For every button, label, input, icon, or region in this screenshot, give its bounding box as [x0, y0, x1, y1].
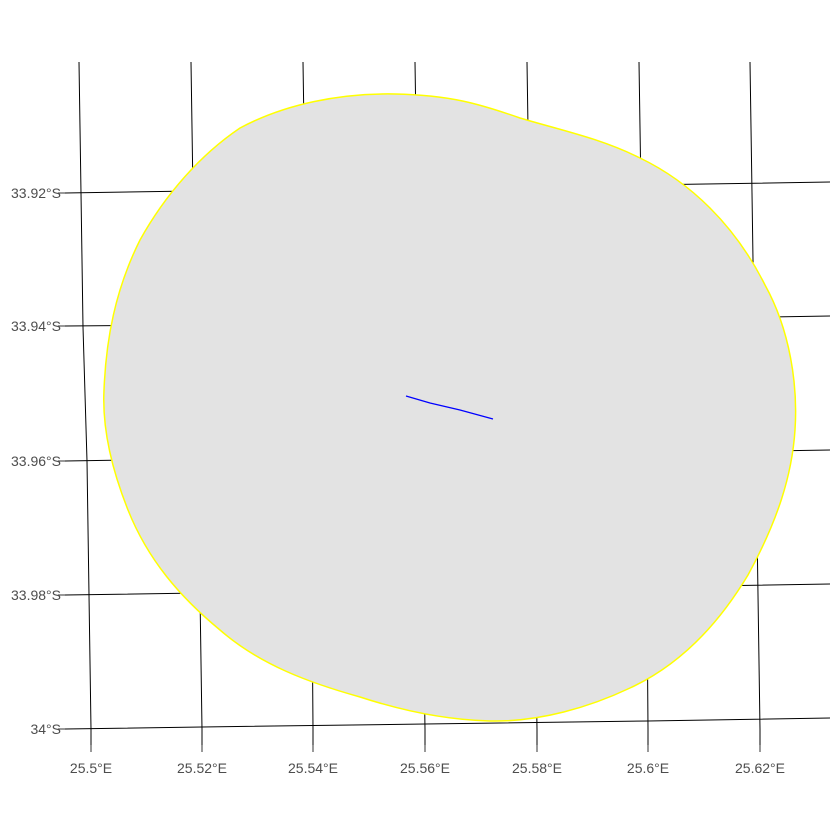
- parallel-line-34-00: [64, 717, 831, 730]
- latitude-label: 33.98°S: [11, 587, 61, 603]
- longitude-label: 25.54°E: [288, 760, 338, 776]
- latitude-label: 33.92°S: [11, 185, 61, 201]
- latitude-ticks: [58, 192, 65, 730]
- latitude-label: 33.94°S: [11, 318, 61, 334]
- longitude-label: 25.5°E: [70, 760, 112, 776]
- track-segment-line: [405, 395, 494, 420]
- longitude-ticks: [90, 745, 761, 752]
- latitude-label: 33.96°S: [11, 453, 61, 469]
- longitude-labels: 25.5°E 25.52°E 25.54°E 25.56°E 25.58°E 2…: [70, 760, 785, 776]
- longitude-label: 25.62°E: [735, 760, 785, 776]
- longitude-label: 25.6°E: [627, 760, 669, 776]
- longitude-label: 25.56°E: [400, 760, 450, 776]
- latitude-label: 34°S: [30, 721, 61, 737]
- longitude-label: 25.52°E: [177, 760, 227, 776]
- latitude-labels: 33.92°S 33.94°S 33.96°S 33.98°S 34°S: [11, 185, 61, 737]
- longitude-label: 25.58°E: [512, 760, 562, 776]
